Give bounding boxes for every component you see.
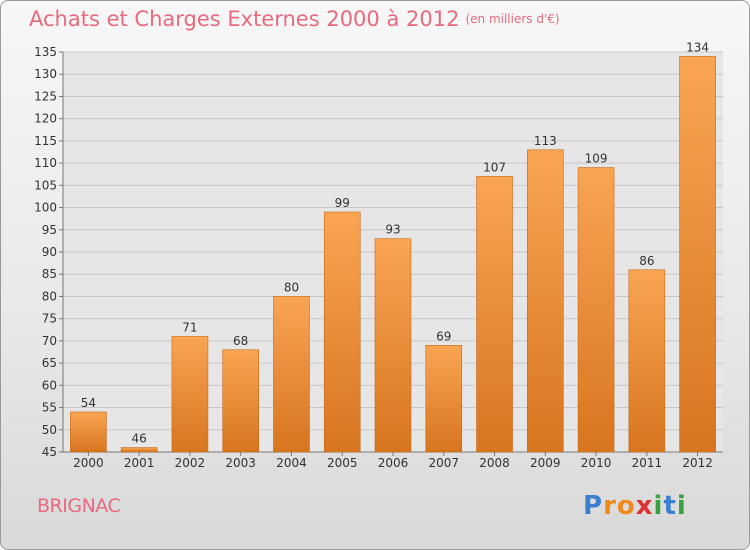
- y-tick-label: 115: [34, 134, 57, 148]
- bar: [171, 336, 209, 453]
- logo-letter: o: [616, 491, 636, 521]
- bar: [476, 176, 513, 453]
- x-tick-label: 2003: [225, 456, 256, 470]
- logo-letter: t: [663, 491, 677, 521]
- proxiti-logo: Proxiti: [583, 491, 687, 521]
- x-tick-label: 2009: [530, 456, 561, 470]
- bar-value-label: 46: [132, 432, 147, 446]
- chart-title-text: Achats et Charges Externes 2000 à 2012: [29, 7, 460, 31]
- bar: [120, 447, 158, 453]
- bar: [527, 149, 564, 453]
- y-tick-label: 65: [42, 356, 57, 370]
- x-tick-label: 2011: [632, 456, 663, 470]
- y-tick-label: 130: [34, 67, 57, 81]
- commune-name: BRIGNAC: [37, 495, 121, 517]
- bar-value-label: 68: [233, 334, 248, 348]
- y-tick-label: 135: [34, 45, 57, 59]
- logo-letter: P: [583, 491, 604, 521]
- y-tick-label: 80: [42, 289, 57, 303]
- bar-value-label: 109: [585, 152, 608, 166]
- x-tick-label: 2000: [73, 456, 104, 470]
- chart-title: Achats et Charges Externes 2000 à 2012 (e…: [29, 7, 560, 31]
- x-tick-label: 2005: [327, 456, 358, 470]
- y-tick-label: 105: [34, 178, 57, 192]
- x-tick-label: 2004: [276, 456, 307, 470]
- chart-subtitle: (en milliers d'€): [465, 12, 560, 26]
- y-tick-label: 95: [42, 223, 57, 237]
- bar: [425, 345, 463, 453]
- y-tick-label: 70: [42, 334, 57, 348]
- y-tick-label: 125: [34, 89, 57, 103]
- bar: [679, 56, 716, 453]
- y-tick-label: 110: [34, 156, 57, 170]
- y-tick-label: 50: [42, 423, 57, 437]
- y-tick-label: 100: [34, 201, 57, 215]
- y-tick-label: 60: [42, 378, 57, 392]
- y-tick-label: 85: [42, 267, 57, 281]
- bar-value-label: 134: [686, 40, 709, 54]
- bar-value-label: 54: [81, 396, 96, 410]
- bar: [628, 269, 666, 453]
- x-tick-label: 2006: [378, 456, 409, 470]
- x-tick-label: 2010: [581, 456, 612, 470]
- bar: [323, 211, 361, 453]
- bar-value-label: 86: [639, 254, 654, 268]
- bar-value-label: 99: [335, 196, 350, 210]
- x-tick-label: 2002: [175, 456, 206, 470]
- bar-value-label: 80: [284, 280, 299, 294]
- bar: [577, 167, 615, 453]
- logo-letter: r: [603, 491, 617, 521]
- logo-letter: x: [635, 491, 654, 521]
- bar-value-label: 113: [534, 134, 557, 148]
- y-tick-label: 75: [42, 312, 57, 326]
- logo-letter: i: [653, 491, 664, 521]
- bar-value-label: 69: [436, 329, 451, 343]
- x-tick-label: 2001: [124, 456, 155, 470]
- y-tick-label: 120: [34, 112, 57, 126]
- x-tick-label: 2007: [428, 456, 459, 470]
- bar: [222, 349, 259, 453]
- y-tick-label: 45: [42, 445, 57, 459]
- bar: [374, 238, 412, 453]
- y-tick-label: 90: [42, 245, 57, 259]
- x-tick-label: 2012: [682, 456, 713, 470]
- bar-value-label: 71: [182, 320, 197, 334]
- bar: [70, 411, 107, 453]
- x-tick-label: 2008: [479, 456, 510, 470]
- logo-letter: i: [676, 491, 687, 521]
- bar: [273, 296, 310, 453]
- bar-value-label: 107: [483, 160, 506, 174]
- y-tick-label: 55: [42, 401, 57, 415]
- bar-value-label: 93: [385, 223, 400, 237]
